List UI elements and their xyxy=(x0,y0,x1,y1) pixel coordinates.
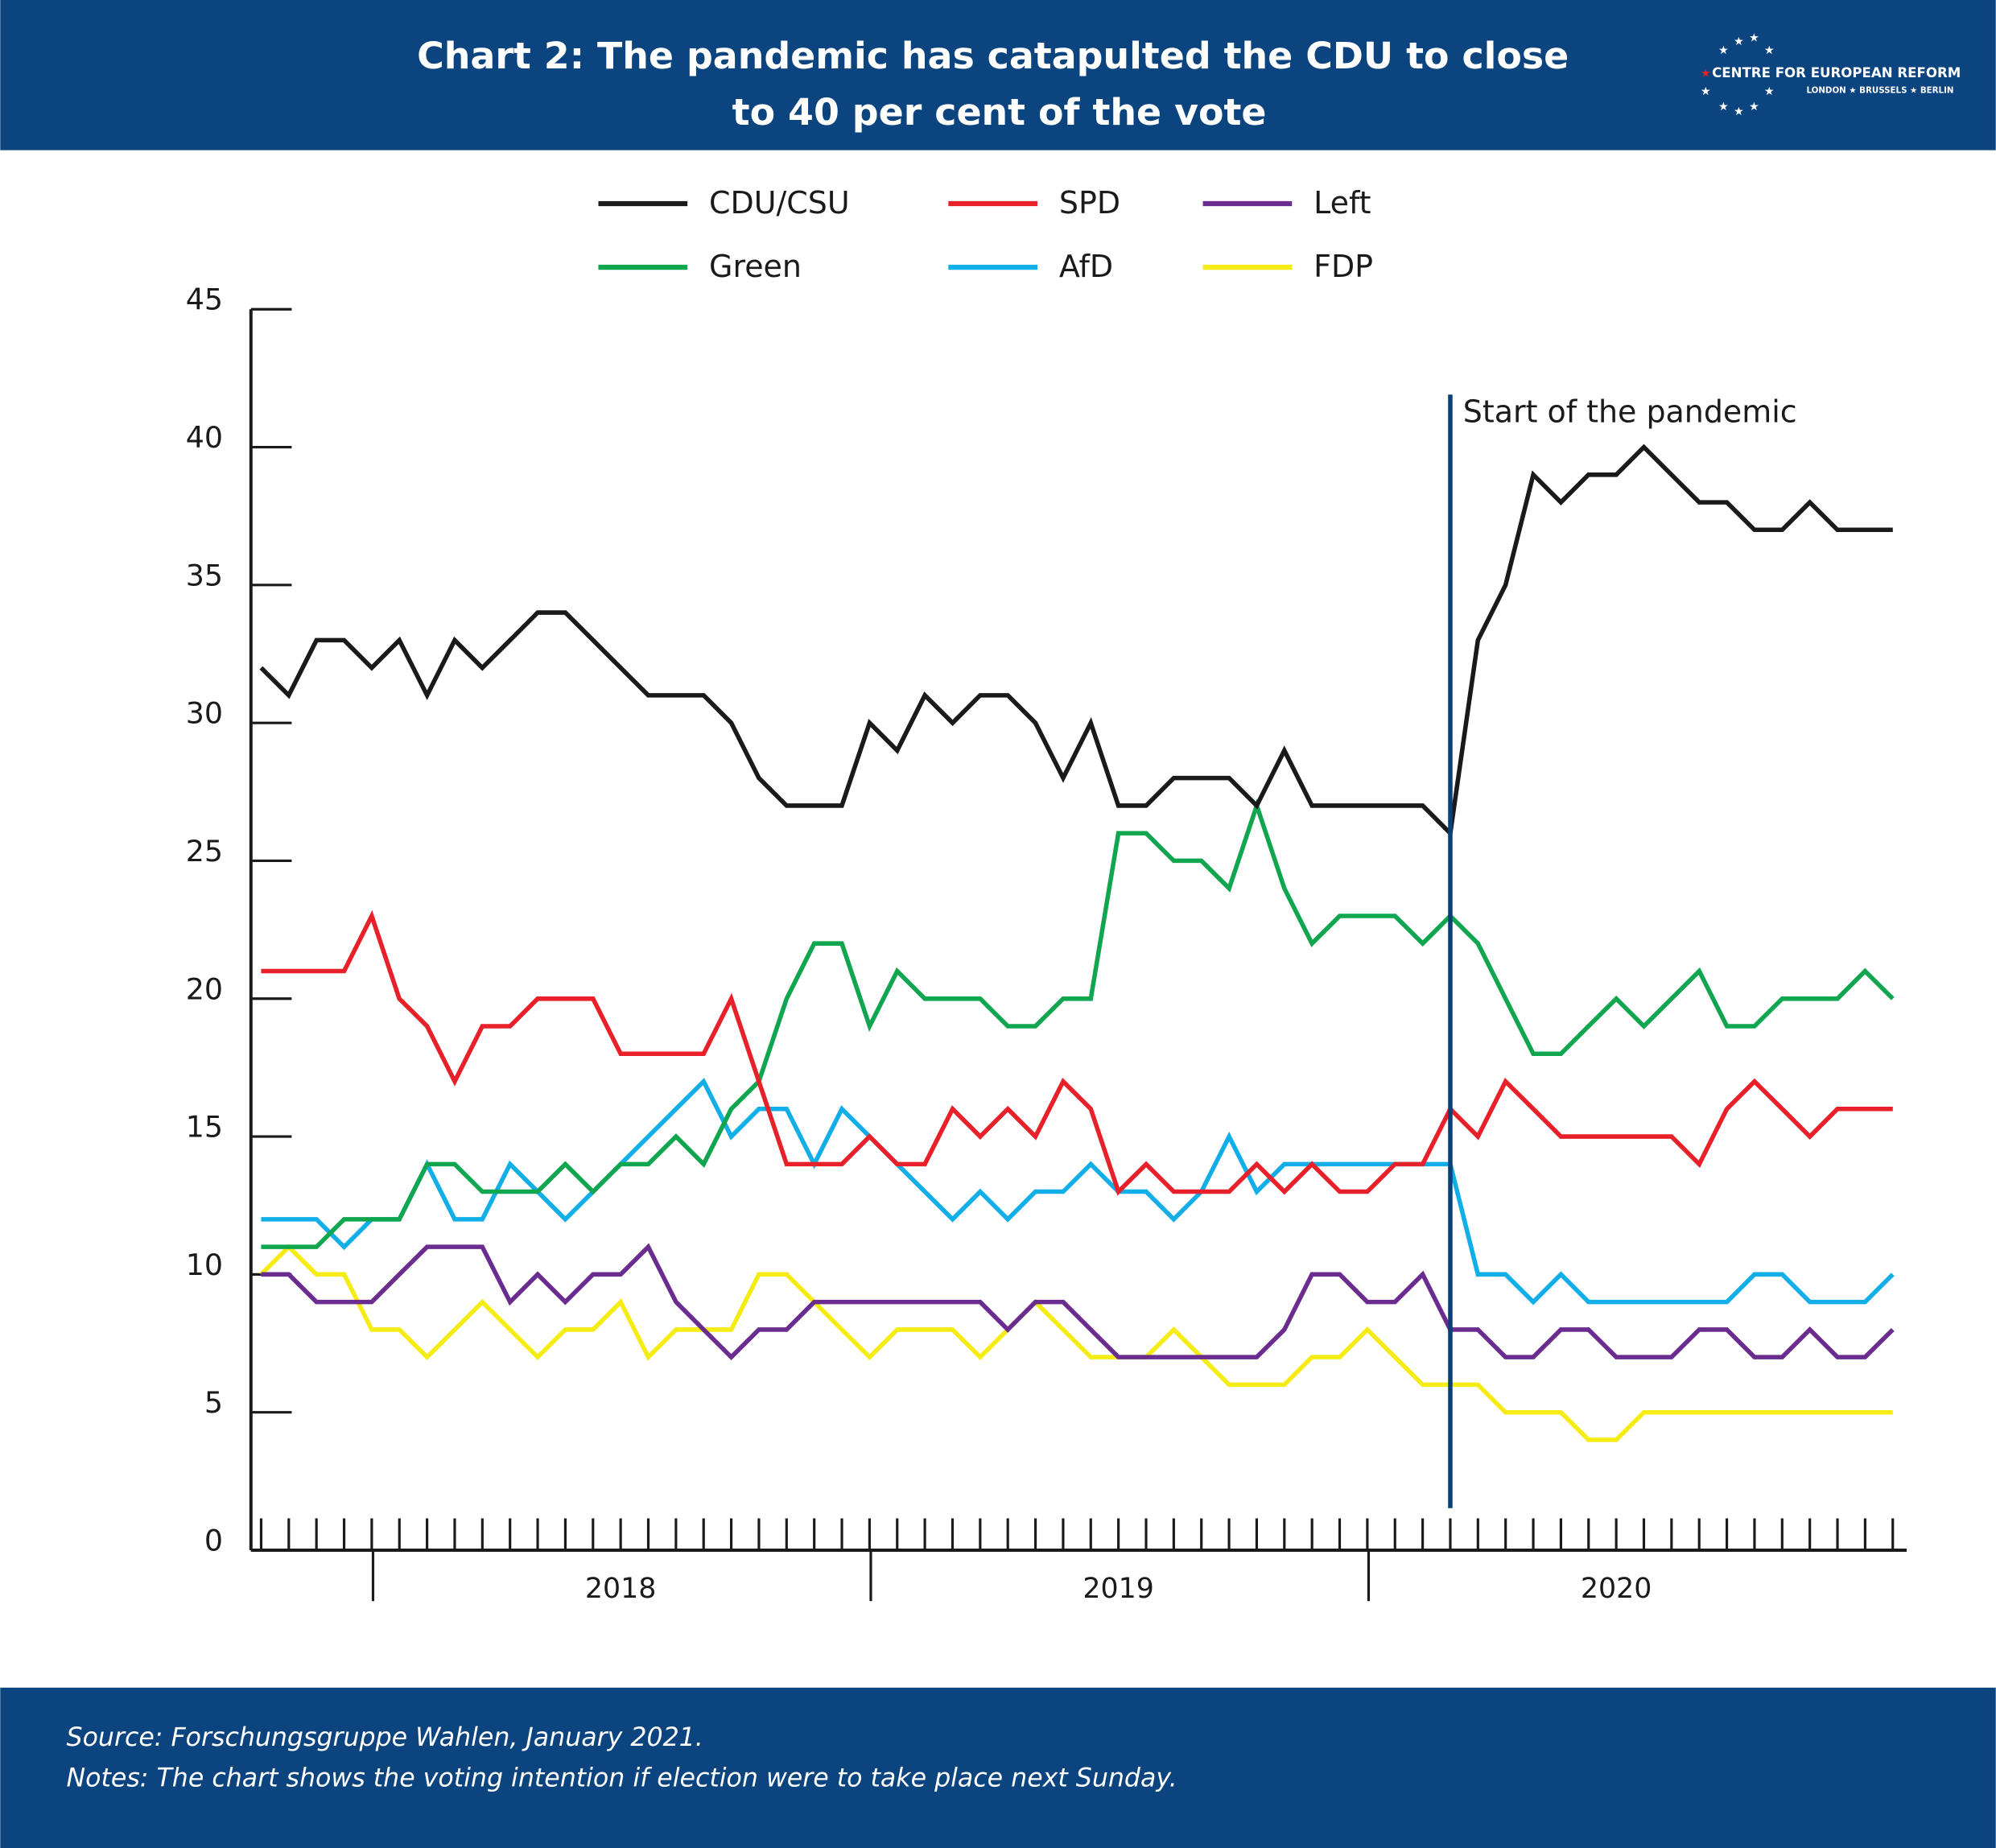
legend-label: Left xyxy=(1313,185,1371,221)
source: Source: Forschungsgruppe Wahlen, January… xyxy=(67,1723,703,1752)
y-tick-label: 0 xyxy=(204,1523,223,1557)
legend-label: FDP xyxy=(1313,249,1373,284)
header-band xyxy=(0,0,1996,151)
y-tick-label: 20 xyxy=(186,971,223,1006)
svg-text:★: ★ xyxy=(1764,44,1775,57)
legend-label: AfD xyxy=(1059,249,1113,284)
svg-text:★: ★ xyxy=(1718,44,1729,57)
legend-label: SPD xyxy=(1059,185,1120,221)
footer-band xyxy=(0,1687,1996,1848)
svg-text:★: ★ xyxy=(1764,85,1775,98)
chart-title: Chart 2: The pandemic has catapulted the… xyxy=(417,34,1569,77)
logo-stars: ★ ★ ★ ★ ★ ★ ★ ★ ★ ★ xyxy=(1701,31,1775,118)
svg-text:★: ★ xyxy=(1734,105,1744,118)
annotation: Start of the pandemic xyxy=(1463,394,1797,429)
logo-name: CENTRE FOR EUROPEAN REFORM xyxy=(1712,65,1961,80)
year-label: 2020 xyxy=(1581,1573,1652,1605)
series-line xyxy=(261,1077,1895,1306)
series-line xyxy=(259,1244,1893,1442)
series-line xyxy=(261,1243,1895,1361)
logo-cities: LONDON ★ BRUSSELS ★ BERLIN xyxy=(1806,85,1953,95)
y-tick-label: 15 xyxy=(186,1110,223,1145)
series-line xyxy=(261,910,1893,1196)
svg-text:★: ★ xyxy=(1749,101,1759,113)
svg-text:★: ★ xyxy=(1701,68,1711,80)
y-tick-label: 30 xyxy=(186,696,223,731)
svg-text:★: ★ xyxy=(1701,85,1711,98)
y-tick-label: 5 xyxy=(204,1385,223,1420)
series-line xyxy=(261,798,1895,1249)
svg-text:★: ★ xyxy=(1734,35,1744,48)
legend-label: Green xyxy=(709,249,802,284)
chart-title: to 40 per cent of the vote xyxy=(732,90,1267,134)
series-line xyxy=(259,443,1893,839)
y-tick-label: 45 xyxy=(186,283,223,317)
svg-text:★: ★ xyxy=(1718,101,1729,113)
y-tick-label: 10 xyxy=(186,1248,223,1282)
y-tick-label: 40 xyxy=(186,420,223,455)
y-tick-label: 25 xyxy=(186,834,223,868)
year-label: 2018 xyxy=(585,1573,656,1605)
svg-text:★: ★ xyxy=(1749,31,1759,44)
legend-label: CDU/CSU xyxy=(709,185,850,221)
y-tick-label: 35 xyxy=(186,558,223,592)
year-label: 2019 xyxy=(1083,1573,1153,1605)
notes: Notes: The chart shows the voting intent… xyxy=(67,1764,1177,1793)
